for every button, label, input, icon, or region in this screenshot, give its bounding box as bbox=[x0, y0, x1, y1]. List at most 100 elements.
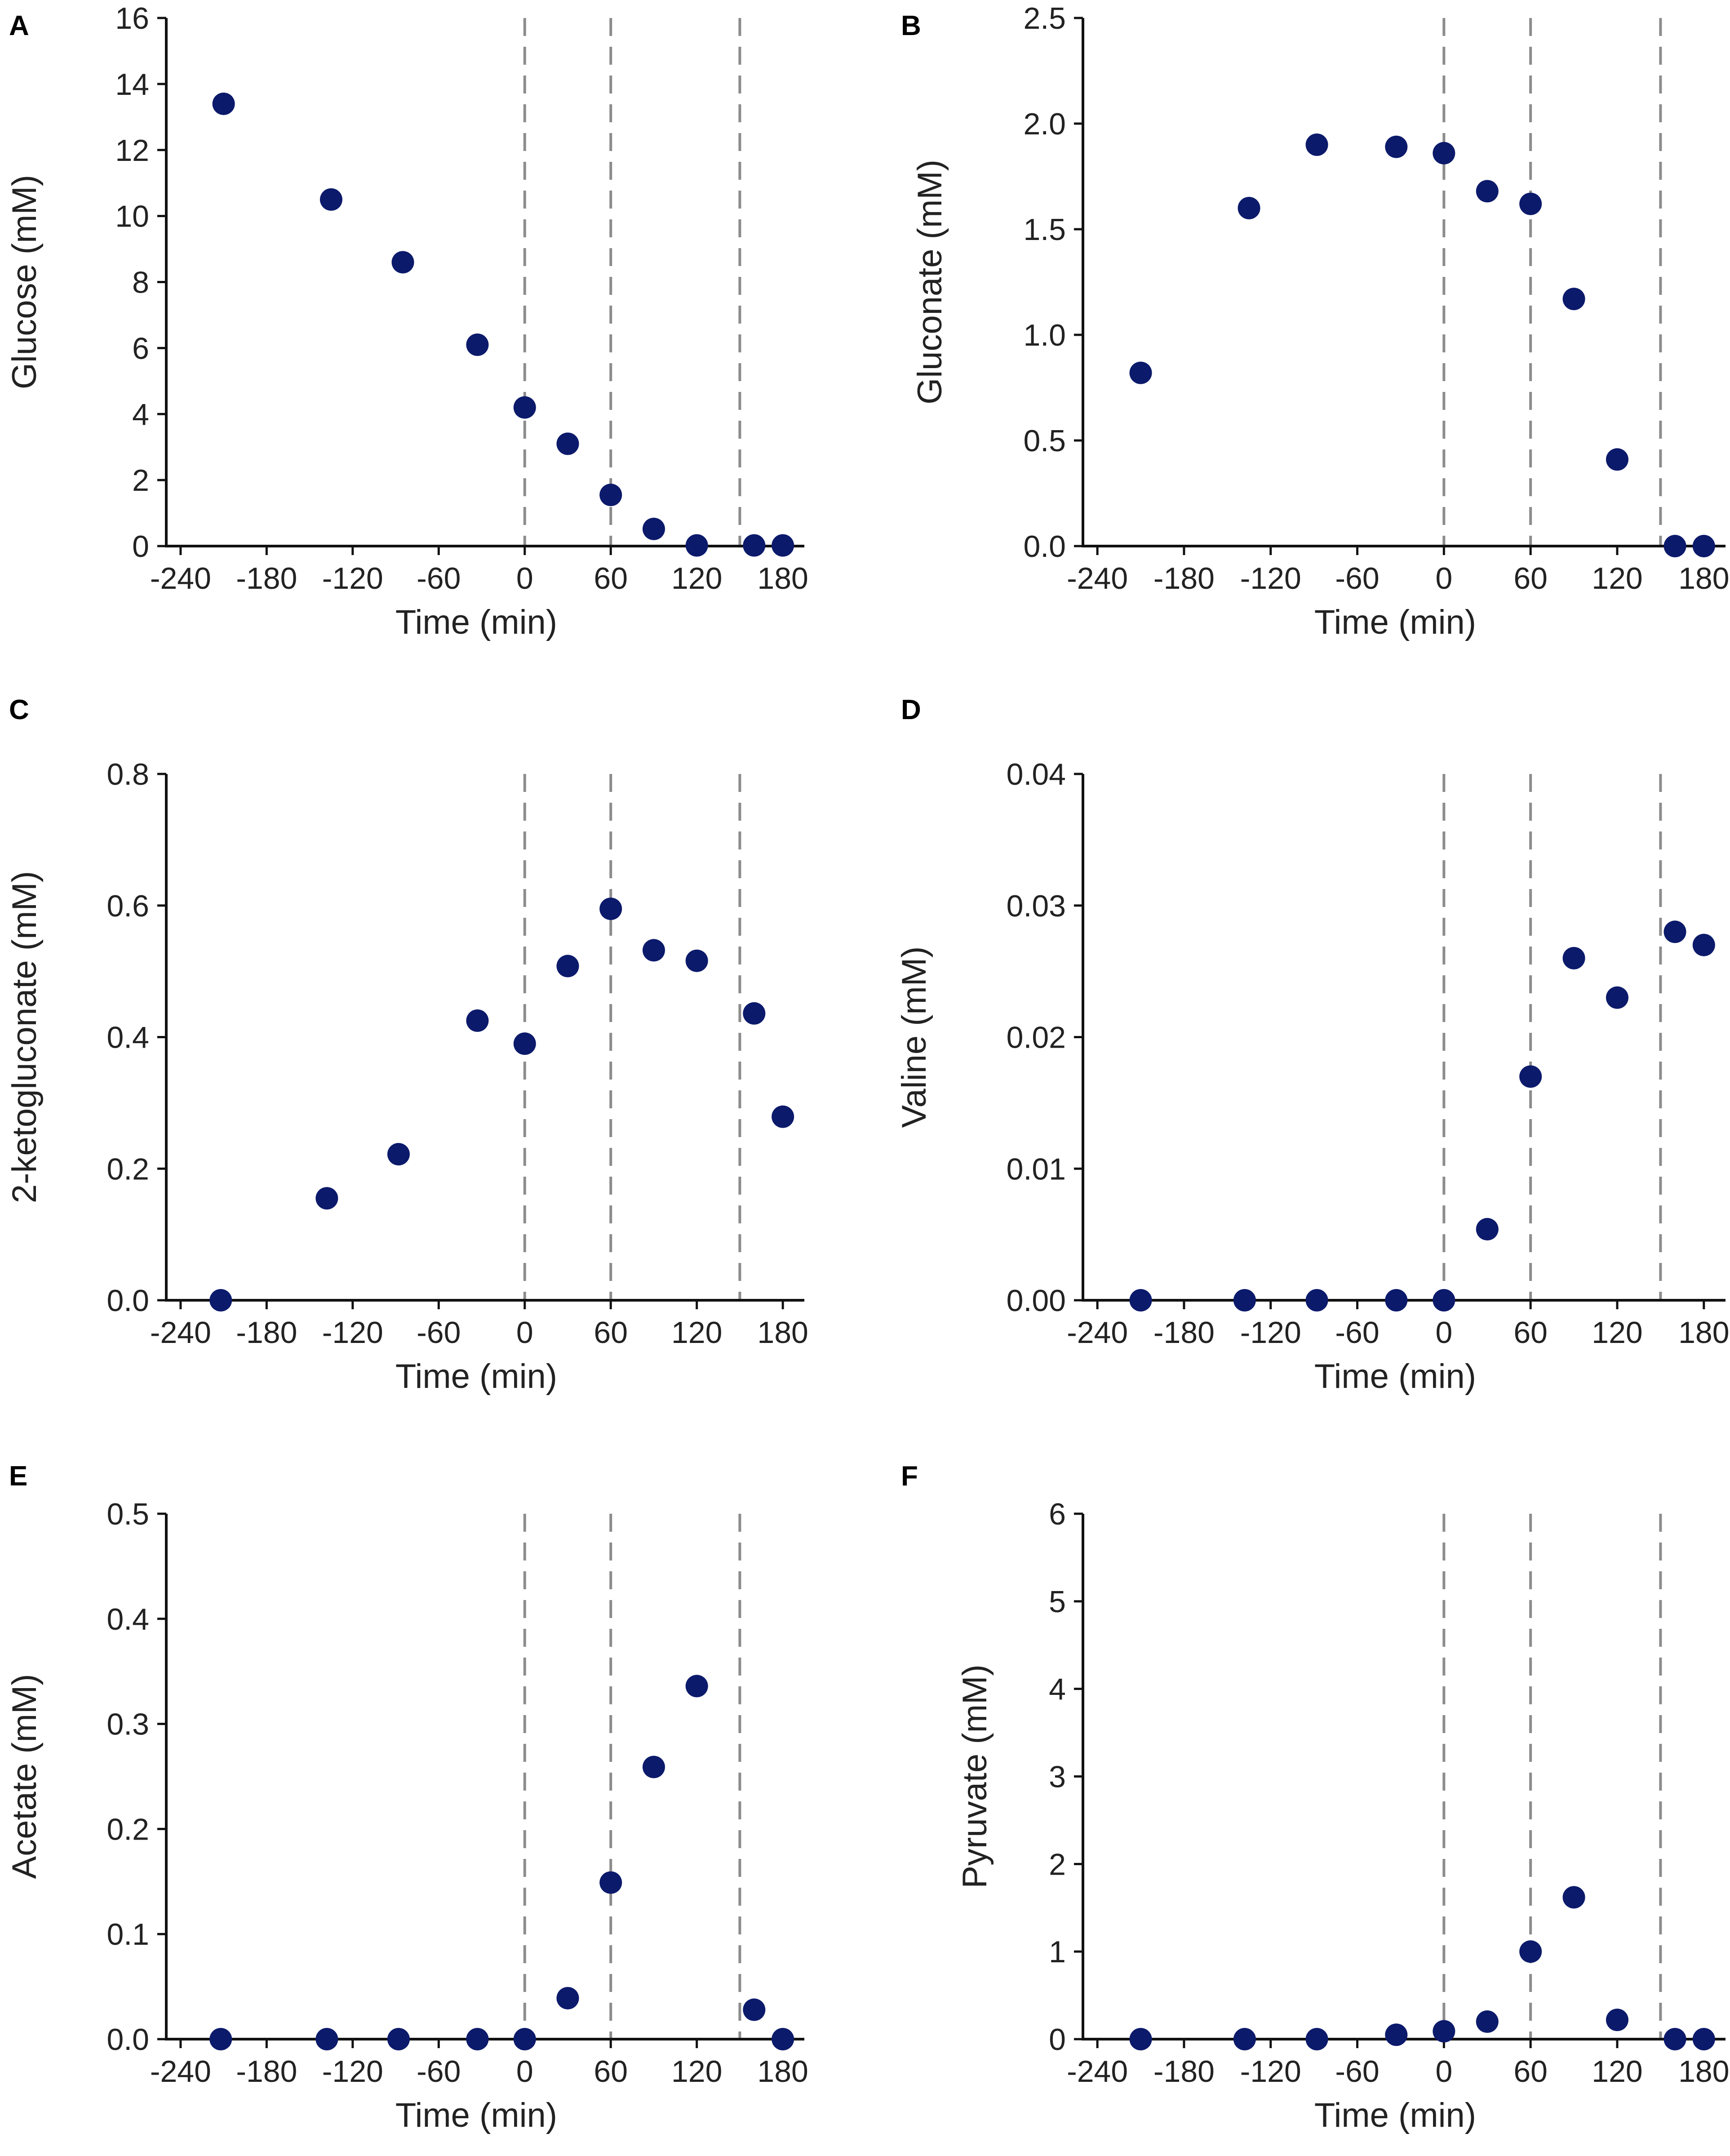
x-tick-label-e: 180 bbox=[757, 2054, 808, 2089]
y-tick-label-a: 6 bbox=[132, 331, 149, 365]
data-point-a-7 bbox=[642, 517, 665, 540]
x-tick-label-e: -120 bbox=[322, 2054, 383, 2089]
data-point-e-8 bbox=[685, 1675, 708, 1698]
panel-letter-d: D bbox=[901, 694, 921, 725]
y-tick-label-a: 4 bbox=[132, 397, 149, 431]
data-point-b-6 bbox=[1519, 192, 1542, 215]
x-tick-label-b: 180 bbox=[1678, 561, 1729, 596]
y-tick-label-e: 0.3 bbox=[106, 1707, 149, 1742]
x-tick-label-d: 180 bbox=[1678, 1316, 1729, 1350]
chart-panel-c: C 0.0 0.2 0.4 0.6 0.8 -240 -180 -120 -60 0 60 120 180… bbox=[5, 694, 808, 1396]
data-point-b-7 bbox=[1562, 288, 1585, 311]
x-tick-label-b: -180 bbox=[1153, 561, 1215, 596]
data-point-a-8 bbox=[685, 534, 708, 557]
data-point-b-10 bbox=[1692, 535, 1715, 557]
data-point-f-1 bbox=[1233, 2028, 1256, 2050]
data-point-a-3 bbox=[466, 333, 489, 356]
x-tick-label-f: -240 bbox=[1067, 2054, 1128, 2089]
data-point-c-10 bbox=[772, 1105, 794, 1128]
x-tick-label-f: -180 bbox=[1153, 2054, 1215, 2089]
data-point-e-1 bbox=[315, 2028, 338, 2050]
data-point-d-10 bbox=[1692, 934, 1715, 956]
x-tick-label-a: -240 bbox=[150, 561, 211, 596]
y-tick-label-b: 2.5 bbox=[1023, 1, 1066, 36]
data-point-c-4 bbox=[513, 1032, 536, 1055]
data-point-e-4 bbox=[513, 2028, 536, 2050]
x-tick-label-c: 60 bbox=[594, 1316, 628, 1350]
y-tick-label-b: 1.5 bbox=[1023, 213, 1066, 247]
x-tick-label-b: -120 bbox=[1240, 561, 1301, 596]
data-point-d-9 bbox=[1663, 920, 1686, 943]
x-tick-label-b: -60 bbox=[1335, 561, 1379, 596]
y-tick-label-b: 1.0 bbox=[1023, 318, 1066, 352]
x-tick-label-b: 0 bbox=[1435, 561, 1452, 596]
x-tick-label-a: -60 bbox=[417, 561, 461, 596]
x-tick-label-c: 0 bbox=[516, 1316, 533, 1350]
data-point-a-5 bbox=[556, 432, 579, 455]
y-tick-label-a: 8 bbox=[132, 266, 149, 300]
data-point-c-8 bbox=[685, 949, 708, 972]
x-tick-label-a: -180 bbox=[236, 561, 297, 596]
panel-letter-a: A bbox=[9, 10, 29, 41]
y-tick-label-c: 0.4 bbox=[106, 1021, 149, 1055]
x-tick-label-f: 120 bbox=[1592, 2054, 1642, 2089]
y-tick-label-d: 0.01 bbox=[1007, 1152, 1066, 1186]
data-point-c-0 bbox=[209, 1289, 232, 1311]
data-point-d-6 bbox=[1519, 1065, 1542, 1088]
y-tick-label-f: 5 bbox=[1049, 1585, 1066, 1619]
x-tick-label-a: 180 bbox=[757, 561, 808, 596]
panel-letter-c: C bbox=[9, 694, 29, 725]
y-tick-label-f: 3 bbox=[1049, 1760, 1066, 1794]
data-point-f-10 bbox=[1692, 2028, 1715, 2050]
y-tick-label-e: 0.1 bbox=[106, 1917, 149, 1952]
y-tick-label-d: 0.00 bbox=[1007, 1284, 1066, 1318]
x-tick-label-e: -180 bbox=[236, 2054, 297, 2089]
data-point-c-9 bbox=[743, 1002, 766, 1025]
data-point-e-0 bbox=[209, 2028, 232, 2050]
data-point-e-5 bbox=[556, 1987, 579, 2009]
data-point-b-4 bbox=[1433, 142, 1455, 164]
chart-panel-a: A 0 2 4 6 8 10 12 14 16 -240 -180 -120 -60 0 60 120 180 Ti… bbox=[5, 1, 808, 641]
x-axis-title-d: Time (min) bbox=[1314, 1357, 1476, 1396]
y-axis-title-e: Acetate (mM) bbox=[5, 1674, 44, 1879]
x-tick-label-d: -180 bbox=[1153, 1316, 1215, 1350]
x-tick-label-f: -120 bbox=[1240, 2054, 1301, 2089]
data-point-c-2 bbox=[387, 1143, 410, 1166]
data-point-f-9 bbox=[1663, 2028, 1686, 2050]
x-tick-label-b: 120 bbox=[1592, 561, 1642, 596]
x-axis-title-e: Time (min) bbox=[395, 2096, 557, 2134]
y-tick-label-a: 16 bbox=[115, 1, 149, 36]
chart-panel-e: E 0.0 0.1 0.2 0.3 0.4 0.5 -240 -180 -120 -60 0 60 120… bbox=[5, 1461, 808, 2134]
x-tick-label-d: -60 bbox=[1335, 1316, 1379, 1350]
chart-panel-b: B 0.0 0.5 1.0 1.5 2.0 2.5 -240 -180 -120 -60 0 60 120… bbox=[901, 1, 1730, 641]
x-tick-label-e: -240 bbox=[150, 2054, 211, 2089]
data-point-f-2 bbox=[1305, 2028, 1328, 2050]
x-tick-label-f: 0 bbox=[1435, 2054, 1452, 2089]
x-tick-label-e: 0 bbox=[516, 2054, 533, 2089]
data-point-c-5 bbox=[556, 955, 579, 978]
data-point-d-5 bbox=[1476, 1218, 1499, 1240]
x-tick-label-c: -60 bbox=[417, 1316, 461, 1350]
data-point-a-0 bbox=[212, 92, 235, 115]
x-tick-label-a: 60 bbox=[594, 561, 628, 596]
y-tick-label-c: 0.6 bbox=[106, 889, 149, 923]
y-tick-label-f: 2 bbox=[1049, 1847, 1066, 1881]
data-point-d-1 bbox=[1233, 1289, 1256, 1311]
data-point-f-0 bbox=[1129, 2028, 1152, 2050]
y-axis-title-b: Gluconate (mM) bbox=[911, 160, 949, 405]
y-tick-label-f: 6 bbox=[1049, 1497, 1066, 1531]
data-point-d-4 bbox=[1433, 1289, 1455, 1311]
y-tick-label-d: 0.04 bbox=[1007, 757, 1066, 791]
x-tick-label-f: -60 bbox=[1335, 2054, 1379, 2089]
y-tick-label-b: 0.5 bbox=[1023, 424, 1066, 458]
data-point-b-5 bbox=[1476, 180, 1499, 203]
y-tick-label-a: 12 bbox=[115, 133, 149, 168]
data-point-a-10 bbox=[772, 534, 794, 557]
x-tick-label-f: 60 bbox=[1513, 2054, 1548, 2089]
data-point-e-7 bbox=[642, 1756, 665, 1778]
data-point-e-10 bbox=[772, 2028, 794, 2050]
data-point-d-7 bbox=[1562, 947, 1585, 969]
data-point-f-3 bbox=[1385, 2023, 1408, 2046]
data-point-c-6 bbox=[599, 898, 622, 920]
